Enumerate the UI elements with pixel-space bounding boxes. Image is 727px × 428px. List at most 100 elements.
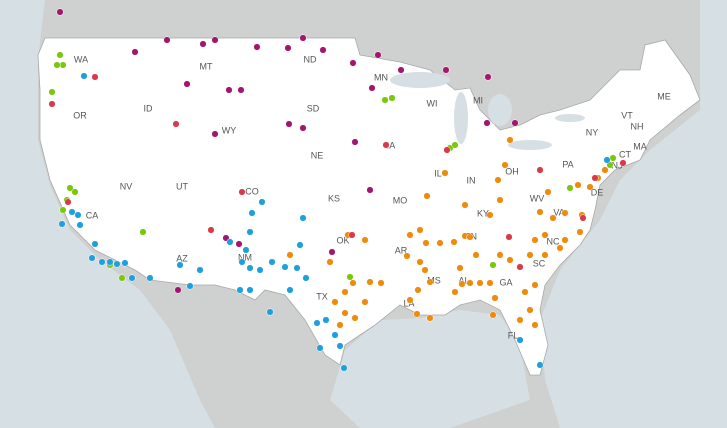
location-dot (238, 258, 246, 266)
state-label: NM (238, 252, 252, 262)
location-dot (59, 206, 67, 214)
location-dot (341, 288, 349, 296)
state-label: KY (477, 208, 489, 218)
location-dot (576, 228, 584, 236)
location-dot (328, 248, 336, 256)
location-dot (566, 184, 574, 192)
location-dot (382, 141, 390, 149)
location-dot (296, 241, 304, 249)
state-label: MA (633, 141, 647, 151)
location-dot (388, 94, 396, 102)
state-label: AZ (176, 253, 188, 263)
location-dot (556, 244, 564, 252)
location-dot (456, 264, 464, 272)
gulf (330, 310, 530, 428)
location-dot (346, 273, 354, 281)
location-dot (531, 236, 539, 244)
location-dot (48, 100, 56, 108)
location-dot (491, 294, 499, 302)
location-dot (421, 266, 429, 274)
lake-huron (488, 94, 512, 126)
pacific-ocean (0, 0, 215, 428)
location-dot (186, 282, 194, 290)
state-label: KS (328, 193, 340, 203)
location-dot (483, 119, 491, 127)
state-label: OR (73, 110, 87, 120)
location-dot (285, 120, 293, 128)
location-dot (544, 188, 552, 196)
location-dot (351, 138, 359, 146)
state-label: SD (307, 103, 320, 113)
state-label: NV (120, 181, 133, 191)
location-dot (541, 231, 549, 239)
state-label: OK (336, 235, 349, 245)
location-dot (549, 214, 557, 222)
location-dot (237, 86, 245, 94)
location-dot (591, 174, 599, 182)
location-dot (579, 214, 587, 222)
location-dot (496, 251, 504, 259)
location-dot (286, 286, 294, 294)
location-dot (619, 159, 627, 167)
state-label: DE (591, 187, 604, 197)
location-dot (526, 306, 534, 314)
location-dot (91, 240, 99, 248)
location-dot (246, 264, 254, 272)
state-label: GA (499, 277, 512, 287)
location-dot (501, 161, 509, 169)
location-dot (531, 281, 539, 289)
location-dot (536, 361, 544, 369)
state-label: UT (176, 181, 188, 191)
location-dot (58, 220, 66, 228)
location-dot (183, 80, 191, 88)
location-dot (377, 279, 385, 287)
lake-erie (508, 140, 552, 150)
location-dot (586, 183, 594, 191)
location-dot (361, 236, 369, 244)
great-lakes (390, 72, 585, 150)
state-label: ME (657, 91, 671, 101)
location-dot (225, 86, 233, 94)
location-dot (286, 251, 294, 259)
location-dot (242, 246, 250, 254)
location-dot (441, 169, 449, 177)
location-dot (336, 342, 344, 350)
location-dot (374, 51, 382, 59)
location-dot (246, 228, 254, 236)
location-dot (113, 260, 121, 268)
location-dot (68, 208, 76, 216)
state-label: IL (434, 168, 442, 178)
location-dot (516, 263, 524, 271)
state-label: IA (387, 140, 396, 150)
state-label: NE (311, 150, 324, 160)
state-label: SC (533, 258, 546, 268)
location-dot (236, 286, 244, 294)
location-dot (163, 36, 171, 44)
atlantic-ocean (540, 0, 727, 428)
location-dot (258, 198, 266, 206)
state-label: NY (586, 127, 599, 137)
location-dot (91, 73, 99, 81)
location-dot (172, 120, 180, 128)
location-dot (506, 136, 514, 144)
location-dot (511, 119, 519, 127)
location-dot (531, 321, 539, 329)
location-dot (293, 264, 301, 272)
location-dot (131, 48, 139, 56)
location-dot (319, 46, 327, 54)
location-dot (341, 309, 349, 317)
location-dot (74, 211, 82, 219)
location-dot (174, 286, 182, 294)
location-dot (340, 364, 348, 372)
location-dot (211, 130, 219, 138)
location-dot (146, 274, 154, 282)
location-dot (331, 331, 339, 339)
location-dot (423, 192, 431, 200)
location-dot (59, 61, 67, 69)
locations (48, 8, 627, 372)
location-dot (442, 66, 450, 74)
location-dot (450, 238, 458, 246)
state-label: AL (458, 275, 469, 285)
location-dot (299, 124, 307, 132)
